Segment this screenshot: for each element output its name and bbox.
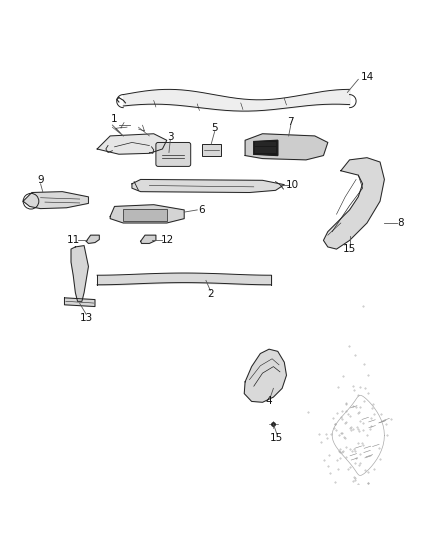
- Polygon shape: [71, 246, 88, 301]
- Polygon shape: [23, 192, 88, 208]
- Polygon shape: [254, 140, 278, 156]
- Text: 9: 9: [37, 175, 44, 185]
- Text: 15: 15: [343, 244, 356, 254]
- Text: 3: 3: [167, 132, 173, 142]
- Polygon shape: [132, 180, 284, 192]
- Text: 1: 1: [111, 115, 118, 124]
- FancyBboxPatch shape: [156, 142, 191, 166]
- Polygon shape: [97, 134, 167, 154]
- Text: 2: 2: [207, 289, 214, 299]
- Polygon shape: [64, 298, 95, 306]
- Polygon shape: [244, 349, 286, 402]
- Text: 13: 13: [80, 313, 93, 323]
- Text: 10: 10: [286, 180, 299, 190]
- Text: 4: 4: [266, 397, 272, 407]
- Text: 15: 15: [270, 433, 283, 442]
- Polygon shape: [323, 158, 385, 249]
- Text: 6: 6: [198, 205, 205, 215]
- Bar: [201, 144, 221, 156]
- Text: 12: 12: [161, 235, 174, 245]
- Text: 14: 14: [360, 72, 374, 82]
- Bar: [123, 208, 167, 221]
- Polygon shape: [86, 235, 99, 244]
- Polygon shape: [245, 134, 328, 160]
- Text: 11: 11: [67, 236, 80, 245]
- Text: 5: 5: [212, 123, 218, 133]
- Text: 7: 7: [287, 117, 294, 126]
- Text: 8: 8: [398, 218, 404, 228]
- Polygon shape: [110, 205, 184, 223]
- Polygon shape: [141, 235, 156, 244]
